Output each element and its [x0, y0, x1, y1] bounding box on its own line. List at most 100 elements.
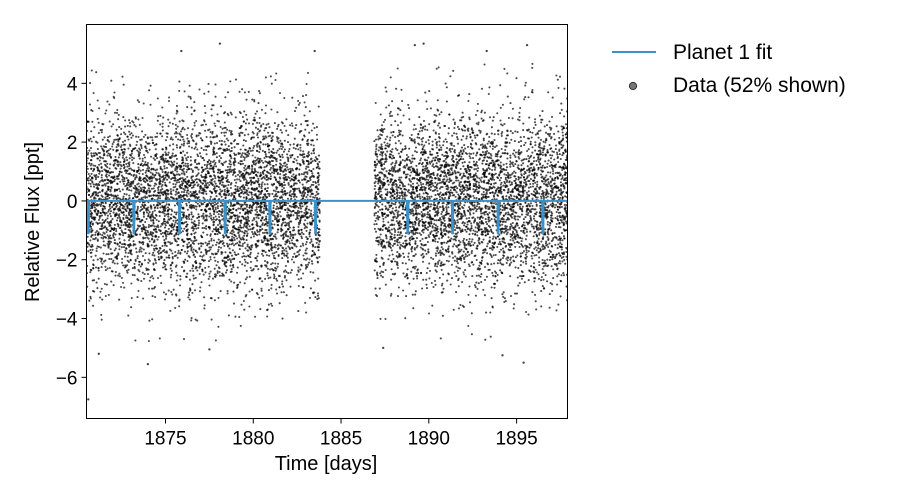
data-point: [137, 135, 140, 139]
data-point: [257, 102, 260, 105]
data-point: [201, 222, 204, 225]
data-point: [286, 166, 289, 169]
data-point: [177, 249, 180, 252]
data-point: [135, 143, 138, 147]
data-point: [107, 149, 110, 152]
data-point: [258, 183, 261, 186]
data-point: [280, 228, 283, 231]
data-point: [270, 283, 273, 286]
data-point: [221, 239, 224, 243]
data-point: [164, 176, 167, 179]
data-point: [285, 118, 288, 121]
data-point: [170, 213, 173, 216]
data-point: [135, 174, 138, 177]
data-point: [194, 146, 197, 149]
data-point: [221, 210, 224, 213]
data-point: [273, 223, 276, 226]
data-point: [170, 193, 173, 196]
data-point: [273, 195, 276, 198]
data-point: [171, 252, 174, 255]
data-point: [124, 208, 127, 211]
data-point: [97, 175, 100, 178]
data-point: [275, 267, 278, 270]
data-point: [297, 179, 300, 182]
data-point: [165, 213, 168, 216]
data-point: [295, 174, 298, 177]
data-point: [123, 177, 126, 181]
data-point: [266, 224, 269, 227]
data-point: [122, 232, 125, 235]
data-point: [195, 266, 198, 269]
data-point: [254, 243, 257, 246]
data-point: [266, 145, 270, 148]
data-point: [270, 243, 273, 246]
data-point: [96, 188, 99, 191]
data-point: [247, 173, 250, 176]
data-point: [99, 129, 102, 132]
data-point: [289, 154, 292, 157]
data-point: [256, 121, 259, 124]
data-point: [204, 190, 207, 193]
data-point: [173, 160, 176, 163]
data-point: [95, 281, 98, 284]
data-point: [312, 167, 315, 171]
data-point: [137, 118, 140, 121]
data-point: [95, 140, 98, 143]
data-point: [292, 209, 295, 213]
data-point: [128, 239, 131, 242]
data-point: [125, 197, 128, 201]
data-point: [161, 180, 164, 183]
data-point: [243, 258, 246, 261]
data-point: [310, 129, 313, 132]
data-point: [203, 226, 206, 229]
data-point: [97, 269, 100, 272]
data-point: [299, 202, 302, 205]
data-point: [237, 161, 240, 165]
data-point: [142, 236, 145, 239]
data-point: [190, 213, 193, 216]
data-point: [299, 219, 302, 222]
data-point: [187, 241, 191, 244]
data-point: [130, 202, 133, 206]
data-point: [231, 249, 234, 252]
data-point: [122, 116, 125, 119]
data-point: [239, 163, 242, 166]
data-point: [304, 106, 307, 109]
data-point: [314, 181, 317, 185]
data-point: [256, 133, 259, 137]
data-point: [230, 163, 233, 166]
data-point: [182, 144, 185, 147]
data-point: [122, 234, 125, 237]
data-point: [176, 229, 179, 232]
data-point: [261, 171, 264, 174]
data-point: [162, 193, 165, 197]
data-point: [159, 194, 162, 197]
data-point: [244, 191, 247, 195]
data-point: [182, 222, 185, 225]
data-point: [149, 205, 152, 208]
data-point: [180, 221, 183, 224]
data-point: [290, 220, 293, 223]
data-point: [159, 123, 162, 126]
data-point: [159, 165, 162, 169]
data-point: [172, 197, 175, 200]
data-point: [242, 178, 246, 181]
data-point: [171, 170, 174, 173]
data-point: [297, 99, 300, 103]
data-point: [98, 216, 101, 219]
data-point: [301, 192, 304, 195]
data-point: [243, 158, 246, 162]
data-point: [111, 181, 114, 184]
data-point: [151, 318, 154, 321]
data-point: [279, 205, 282, 208]
data-point: [123, 255, 126, 258]
data-point: [229, 201, 232, 204]
data-point: [238, 244, 241, 247]
data-point: [252, 235, 255, 238]
data-point: [187, 254, 190, 258]
data-point: [192, 186, 195, 189]
data-point: [212, 221, 215, 224]
data-point: [88, 139, 91, 142]
data-point: [308, 154, 311, 157]
data-point: [235, 190, 238, 193]
